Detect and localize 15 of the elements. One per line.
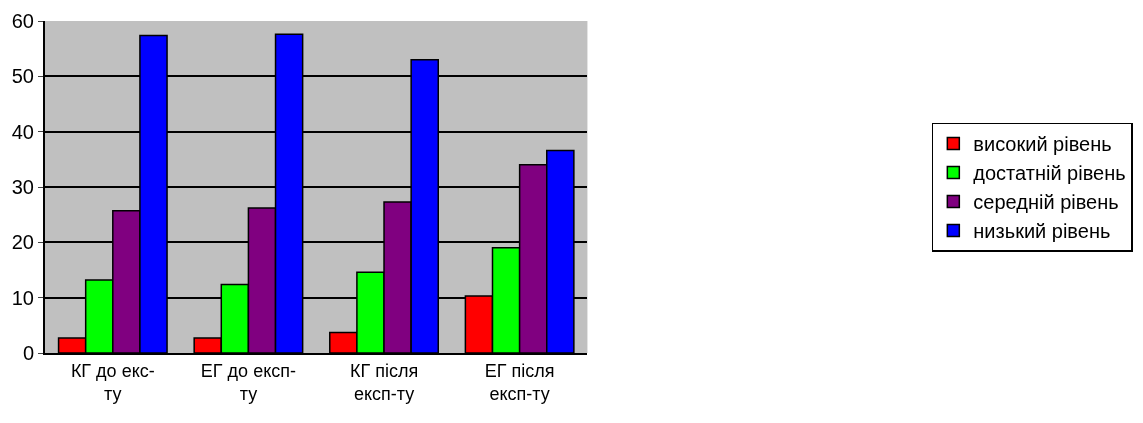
- y-tick-label: 50: [11, 65, 34, 88]
- x-tick-label: КГ після експ-ту: [349, 360, 419, 404]
- y-tick-label: 40: [11, 120, 34, 143]
- x-tick-label: ЕГ до експ- ту: [200, 360, 296, 404]
- legend-label: високий рівень: [973, 133, 1112, 156]
- legend-label: достатній рівень: [973, 162, 1126, 185]
- y-tick-label: 10: [11, 286, 34, 309]
- x-tick-label: ЕГ після експ-ту: [484, 360, 555, 404]
- y-tick-label: 0: [22, 342, 34, 364]
- legend-label: середній рівень: [973, 191, 1119, 214]
- legend-label: низький рівень: [973, 220, 1111, 243]
- y-tick-label: 60: [11, 10, 34, 32]
- y-tick-label: 30: [11, 176, 34, 198]
- y-tick-label: 20: [11, 231, 34, 254]
- x-tick-label: КГ до екс- ту: [70, 360, 155, 404]
